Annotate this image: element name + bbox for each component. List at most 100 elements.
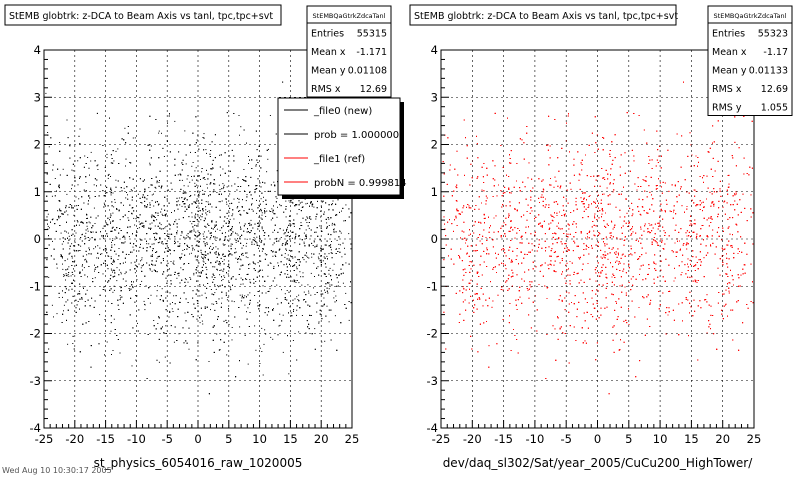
point	[273, 213, 275, 215]
point	[247, 307, 249, 309]
point	[100, 184, 102, 186]
point	[258, 155, 259, 157]
point	[320, 249, 322, 251]
point	[328, 269, 330, 271]
point	[339, 244, 341, 246]
point	[330, 252, 332, 254]
point	[110, 288, 112, 290]
point	[241, 253, 243, 255]
point	[161, 132, 162, 134]
point	[139, 214, 141, 216]
point	[124, 257, 126, 259]
point	[168, 237, 170, 239]
point	[249, 302, 251, 304]
point	[162, 273, 164, 275]
point	[117, 148, 119, 150]
point	[118, 269, 120, 271]
point	[88, 195, 90, 197]
point	[158, 255, 160, 257]
point	[78, 293, 80, 295]
point	[298, 200, 300, 202]
point	[107, 300, 109, 302]
point	[80, 208, 82, 210]
point	[303, 299, 305, 300]
point	[226, 203, 228, 205]
point	[263, 235, 265, 236]
point	[90, 345, 92, 347]
point	[345, 292, 347, 294]
point	[284, 297, 286, 298]
point	[133, 217, 135, 219]
point	[203, 193, 205, 195]
point	[151, 194, 153, 196]
point	[204, 218, 206, 220]
point	[248, 223, 250, 224]
point	[350, 212, 352, 214]
point	[179, 243, 181, 245]
point	[191, 179, 193, 181]
point	[320, 210, 321, 212]
point	[88, 195, 90, 196]
point	[94, 300, 96, 302]
point	[281, 289, 282, 291]
point	[183, 237, 185, 239]
point	[255, 165, 257, 167]
point	[248, 156, 249, 157]
point	[177, 316, 179, 318]
point	[127, 198, 129, 200]
point	[313, 287, 314, 289]
point	[241, 234, 243, 236]
point	[167, 247, 169, 249]
point	[219, 229, 221, 231]
point	[156, 290, 158, 292]
point	[305, 219, 307, 221]
point	[75, 232, 77, 234]
point	[234, 248, 236, 250]
point	[178, 197, 180, 199]
point	[265, 333, 267, 335]
point	[120, 230, 122, 231]
point	[235, 232, 236, 234]
point	[69, 204, 71, 205]
point	[77, 293, 79, 295]
point	[251, 204, 252, 206]
point	[72, 343, 74, 344]
point	[207, 201, 209, 203]
point	[148, 227, 149, 229]
point	[110, 268, 112, 270]
point	[337, 199, 339, 201]
point	[149, 246, 151, 248]
point	[330, 244, 332, 246]
point	[318, 253, 320, 255]
point	[149, 268, 151, 270]
point	[275, 201, 277, 203]
point	[325, 315, 327, 317]
point	[110, 322, 112, 324]
point	[237, 197, 238, 199]
point	[159, 180, 160, 181]
point	[336, 239, 338, 241]
point	[208, 393, 210, 395]
point	[222, 270, 224, 272]
point	[274, 254, 276, 256]
point	[305, 229, 307, 231]
point	[260, 260, 262, 262]
point	[156, 359, 158, 361]
point	[261, 269, 263, 271]
point	[290, 276, 292, 278]
point	[158, 185, 160, 187]
point	[126, 186, 128, 188]
point	[102, 235, 104, 236]
point	[233, 160, 235, 162]
point	[332, 209, 334, 211]
point	[287, 254, 289, 256]
point	[227, 273, 229, 275]
point	[115, 236, 117, 238]
point	[273, 267, 275, 269]
point	[169, 224, 171, 226]
point	[210, 289, 212, 290]
point	[223, 244, 225, 246]
point	[279, 228, 281, 230]
point	[72, 335, 74, 337]
point	[220, 339, 222, 341]
